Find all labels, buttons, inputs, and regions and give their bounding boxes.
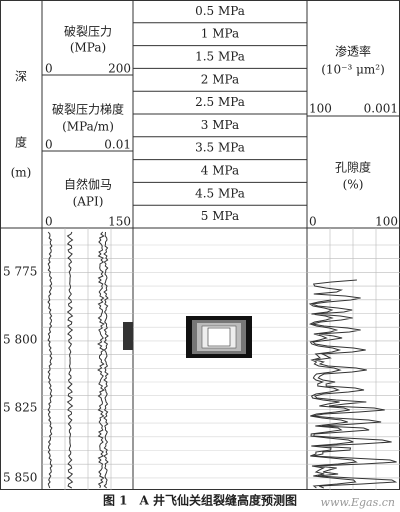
fracture-zone <box>186 316 252 358</box>
label: 100 <box>375 215 398 229</box>
legend-label: 2 MPa <box>201 72 239 86</box>
label: 破裂压力梯度 <box>52 102 124 117</box>
label: (MPa) <box>70 41 106 55</box>
watermark: www.Egas.cn <box>321 496 395 509</box>
legend-label: 2.5 MPa <box>195 95 245 109</box>
legend-label: 1 MPa <box>201 27 239 41</box>
depth-label: 5 800 <box>3 333 37 347</box>
legend-label: 4.5 MPa <box>195 186 245 200</box>
log-curve <box>47 231 53 489</box>
label: 0 <box>45 138 53 152</box>
label: (m) <box>11 166 32 180</box>
log-curve <box>308 299 358 489</box>
label: 深 <box>15 70 27 84</box>
label: 0 <box>309 215 317 229</box>
label: 200 <box>108 62 131 76</box>
pressure-bar <box>123 322 133 350</box>
depth-label: 5 775 <box>3 265 37 279</box>
label: 0 <box>45 215 53 229</box>
label: (API) <box>73 195 104 209</box>
legend-label: 3 MPa <box>201 118 239 132</box>
label: (MPa/m) <box>62 120 114 134</box>
label: 破裂压力 <box>64 24 112 39</box>
label: 150 <box>108 215 131 229</box>
log-curve <box>66 231 74 489</box>
legend-label: 1.5 MPa <box>195 50 245 64</box>
label: 渗透率 <box>335 44 371 59</box>
legend-label: 0.5 MPa <box>195 4 245 18</box>
log-curve <box>97 231 105 489</box>
label: 0.001 <box>364 102 398 116</box>
label: 度 <box>15 135 27 150</box>
label: 0.01 <box>104 138 131 152</box>
log-curve <box>103 231 109 489</box>
label: 自然伽马 <box>64 177 112 192</box>
label: (10⁻³ μm²) <box>321 63 385 77</box>
depth-label: 5 850 <box>3 471 37 485</box>
label: 0 <box>45 62 53 76</box>
legend-label: 5 MPa <box>201 209 239 223</box>
label: (%) <box>343 178 364 192</box>
pressure-legend: 0.5 MPa 1 MPa 1.5 MPa 2 MPa 2.5 MPa 3 MPa 3.5 … <box>133 4 307 223</box>
legend-label: 3.5 MPa <box>195 141 245 155</box>
caption: 图 1 A 井飞仙关组裂缝高度预测图 <box>103 493 297 508</box>
log-curves <box>47 231 398 489</box>
log-curve <box>311 279 398 489</box>
label: 孔隙度 <box>335 160 371 175</box>
label: 100 <box>309 102 332 116</box>
legend-label: 4 MPa <box>201 164 239 178</box>
depth-label: 5 825 <box>3 401 37 415</box>
